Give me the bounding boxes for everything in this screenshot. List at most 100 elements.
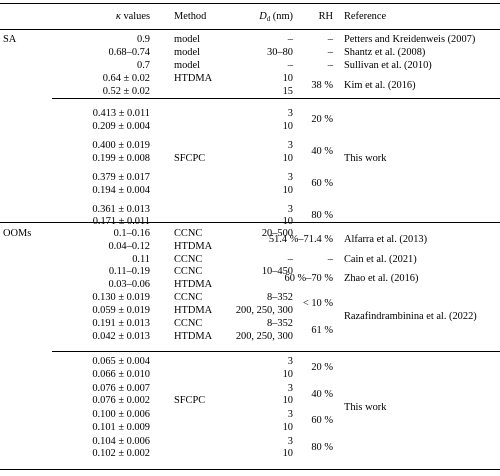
sa-diameter-cell: 3 (287, 140, 293, 151)
sa-diameter-cell: 3 (287, 108, 293, 119)
ooms-method-cell: CCNC (174, 266, 203, 277)
ooms-kappa-cell: 0.100 ± 0.006 (92, 409, 150, 420)
ooms-rh-group-cell: 20 % (311, 362, 333, 373)
ooms-kappa-cell: 0.04–0.12 (108, 241, 150, 252)
sa-reference-cell: Shantz et al. (2008) (344, 47, 426, 58)
ooms-method-cell: CCNC (174, 228, 203, 239)
ooms-separator-rule (52, 351, 500, 352)
ooms-diameter-cell: 8–352 (267, 292, 293, 303)
ooms-diameter-cell: 200, 250, 300 (235, 305, 293, 316)
ooms-diameter-cell: 10 (282, 369, 293, 380)
header-diameter: Dd (nm) (259, 11, 293, 23)
sa-kappa-cell: 0.68–0.74 (108, 47, 150, 58)
sa-diameter-cell: 10 (282, 121, 293, 132)
sa-kappa-cell: 0.400 ± 0.019 (92, 140, 150, 151)
sa-reference-cell: Petters and Kreidenweis (2007) (344, 34, 476, 45)
sa-method-cell: model (174, 47, 200, 58)
ooms-method-cell: HTDMA (174, 241, 213, 252)
sa-method-cell: SFCPC (174, 153, 206, 164)
ooms-kappa-cell: 0.11–0.19 (108, 266, 150, 277)
ooms-kappa-cell: 0.065 ± 0.004 (92, 356, 150, 367)
group-separator-rule (0, 222, 500, 223)
sa-kappa-cell: 0.64 ± 0.02 (102, 73, 150, 84)
table-top-rule (0, 3, 500, 4)
sa-this-work-label: This work (344, 153, 387, 164)
sa-kappa-cell: 0.209 ± 0.004 (92, 121, 150, 132)
sa-kappa-cell: 0.171 ± 0.011 (92, 216, 150, 227)
sa-rh-cell: – (327, 47, 333, 58)
ooms-rh-cell: < 10 % (302, 298, 333, 309)
ooms-diameter-cell: 200, 250, 300 (235, 331, 293, 342)
header-kappa: κ values (115, 11, 150, 22)
ooms-this-work-label: This work (344, 402, 387, 413)
ooms-kappa-cell: 0.1–0.16 (113, 228, 150, 239)
ooms-rh-group-cell: 80 % (311, 442, 333, 453)
group-label-ooms: OOMs (3, 228, 32, 239)
sa-rh-group-cell: 20 % (311, 114, 333, 125)
sa-kappa-cell: 0.413 ± 0.011 (92, 108, 150, 119)
ooms-method-cell: SFCPC (174, 395, 206, 406)
sa-diameter-cell: – (287, 34, 293, 45)
ooms-kappa-cell: 0.076 ± 0.007 (92, 383, 150, 394)
sa-diameter-cell: 3 (287, 204, 293, 215)
ooms-reference-cell: Alfarra et al. (2013) (344, 234, 428, 245)
sa-diameter-cell: 30–80 (267, 47, 293, 58)
header-reference: Reference (344, 11, 387, 22)
ooms-method-cell: CCNC (174, 318, 203, 329)
ooms-diameter-cell: 3 (287, 436, 293, 447)
ooms-kappa-cell: 0.104 ± 0.006 (92, 436, 150, 447)
sa-rh-group-cell: 40 % (311, 146, 333, 157)
ooms-kappa-cell: 0.11 (132, 254, 150, 265)
ooms-kappa-cell: 0.03–0.06 (108, 279, 150, 290)
ooms-diameter-cell: 3 (287, 409, 293, 420)
ooms-method-cell: CCNC (174, 292, 203, 303)
ooms-reference-cell: Cain et al. (2021) (344, 254, 417, 265)
ooms-kappa-cell: 0.102 ± 0.002 (92, 448, 150, 459)
table-bottom-rule (0, 469, 500, 470)
sa-rh-cell: – (327, 34, 333, 45)
sa-diameter-cell: 3 (287, 172, 293, 183)
ooms-rh-cell: 60 %–70 % (284, 273, 333, 284)
ooms-rh-cell: 61 % (311, 325, 333, 336)
ooms-diameter-cell: 8–352 (267, 318, 293, 329)
ooms-kappa-cell: 0.101 ± 0.009 (92, 422, 150, 433)
ooms-kappa-cell: 0.130 ± 0.019 (92, 292, 150, 303)
ooms-kappa-cell: 0.059 ± 0.019 (92, 305, 150, 316)
sa-kappa-cell: 0.379 ± 0.017 (92, 172, 150, 183)
sa-rh-group-cell: 60 % (311, 178, 333, 189)
sa-kappa-cell: 0.52 ± 0.02 (102, 86, 150, 97)
sa-rh-cell: – (327, 60, 333, 71)
group-label-sa: SA (3, 34, 17, 45)
sa-diameter-cell: 10 (282, 185, 293, 196)
ooms-method-cell: HTDMA (174, 305, 213, 316)
ooms-diameter-cell: 10–450 (261, 266, 293, 277)
sa-kappa-cell: 0.361 ± 0.013 (92, 204, 150, 215)
ooms-diameter-cell: 10 (282, 448, 293, 459)
sa-reference-cell: Sullivan et al. (2010) (344, 60, 432, 71)
ooms-diameter-cell: 3 (287, 383, 293, 394)
sa-reference-cell: Kim et al. (2016) (344, 80, 416, 91)
ooms-rh-cell: 51.4 %–71.4 % (268, 234, 333, 245)
header-rule (0, 29, 500, 30)
ooms-diameter-cell: 20–500 (261, 228, 293, 239)
ooms-rh-cell: – (327, 254, 333, 265)
sa-method-cell: model (174, 60, 200, 71)
ooms-method-cell: HTDMA (174, 331, 213, 342)
ooms-method-cell: HTDMA (174, 279, 213, 290)
sa-kappa-cell: 0.9 (137, 34, 150, 45)
header-rh: RH (318, 11, 333, 22)
sa-rh-cell: 38 % (311, 80, 333, 91)
ooms-kappa-cell: 0.042 ± 0.013 (92, 331, 150, 342)
ooms-method-cell: CCNC (174, 254, 203, 265)
ooms-diameter-cell: – (287, 254, 293, 265)
sa-diameter-cell: 15 (282, 86, 293, 97)
ooms-diameter-cell: 10 (282, 395, 293, 406)
sa-separator-rule (52, 98, 500, 99)
ooms-reference-cell: Zhao et al. (2016) (344, 273, 419, 284)
ooms-diameter-cell: 3 (287, 356, 293, 367)
ooms-reference-cell: Razafindrambinina et al. (2022) (344, 311, 477, 322)
sa-diameter-cell: 10 (282, 73, 293, 84)
sa-diameter-cell: – (287, 60, 293, 71)
sa-method-cell: HTDMA (174, 73, 213, 84)
ooms-rh-group-cell: 60 % (311, 415, 333, 426)
